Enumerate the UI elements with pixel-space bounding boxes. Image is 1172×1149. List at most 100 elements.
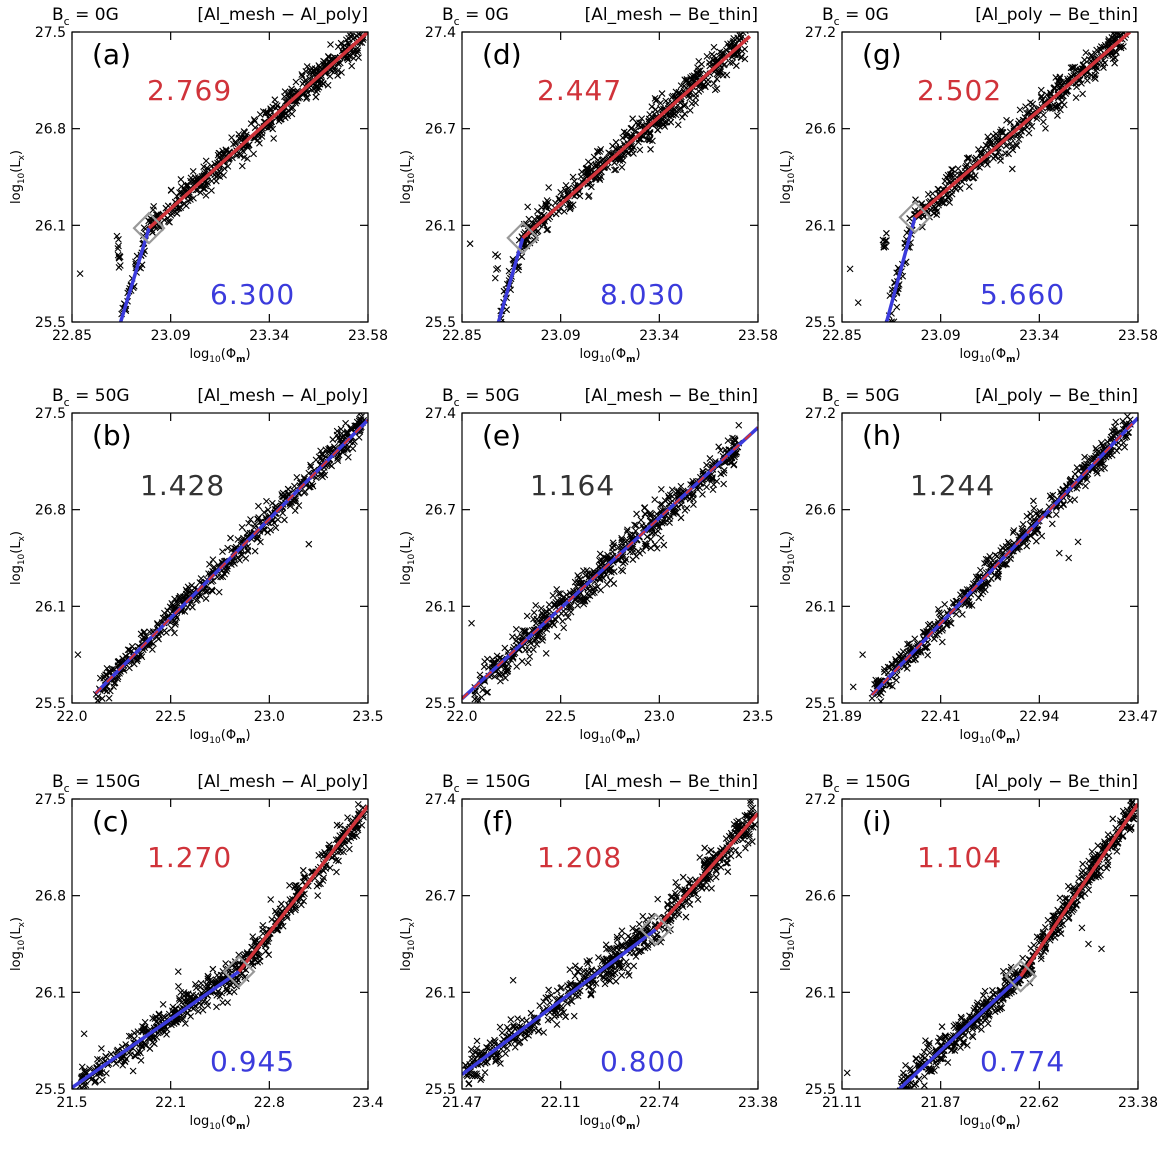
point-e-361 [651, 496, 659, 504]
point-b-521 [338, 433, 346, 441]
point-h-492 [1092, 444, 1100, 452]
point-c-573 [299, 878, 307, 886]
ytick-label-h-0: 25.5 [805, 696, 836, 712]
point-a-465 [235, 134, 243, 142]
point-e-565 [557, 590, 564, 597]
point-f-528 [717, 863, 725, 871]
point-f-49 [535, 1027, 542, 1035]
point-f-199 [618, 927, 626, 935]
point-c-455 [276, 905, 284, 913]
point-f-372 [672, 879, 680, 886]
point-f-164 [557, 1002, 565, 1010]
point-g-370 [954, 165, 962, 173]
point-i-39 [920, 1082, 928, 1089]
point-b-545 [270, 519, 278, 527]
point-c-466 [121, 1057, 128, 1065]
point-a-261 [113, 232, 121, 240]
point-b-528 [236, 556, 244, 564]
xtick-label-f-2: 22.74 [639, 1095, 679, 1111]
point-e-390 [543, 626, 551, 633]
point-d-437 [711, 86, 719, 94]
point-f-486 [503, 1044, 511, 1052]
point-f-379 [473, 1045, 481, 1052]
point-e-543 [708, 474, 716, 482]
point-g-166 [1027, 99, 1034, 106]
point-h-456 [982, 555, 990, 563]
point-d-282 [618, 163, 626, 171]
point-g-42 [918, 223, 926, 231]
point-h-489 [1093, 469, 1101, 477]
point-b-448 [342, 419, 349, 427]
point-f-189 [654, 895, 662, 903]
point-e-540 [646, 512, 654, 520]
point-f-581 [661, 926, 669, 933]
point-c-485 [319, 877, 327, 884]
point-e-159 [476, 671, 484, 679]
point-d-447 [596, 176, 604, 183]
point-b-363 [238, 551, 246, 559]
point-d-451 [686, 94, 694, 102]
point-a-520 [76, 270, 84, 278]
point-c-214 [118, 1043, 126, 1051]
point-a-490 [115, 242, 122, 250]
ytick-label-g-3: 27.2 [805, 25, 836, 41]
point-e-556 [499, 670, 507, 678]
point-e-279 [596, 556, 603, 564]
point-g-187 [1015, 135, 1023, 143]
point-f-579 [732, 846, 740, 854]
point-e-563 [720, 469, 728, 477]
point-f-115 [548, 991, 555, 999]
point-a-339 [247, 120, 255, 127]
point-c-507 [253, 937, 261, 945]
point-g-281 [963, 154, 971, 162]
ytick-label-c-0: 25.5 [35, 1082, 66, 1098]
point-h-472 [924, 621, 932, 629]
ytick-label-d-1: 26.1 [425, 218, 456, 234]
point-h-478 [959, 588, 967, 596]
point-e-91 [651, 541, 659, 548]
point-h-82 [1052, 511, 1060, 518]
point-f-617 [704, 876, 712, 883]
point-f-590 [749, 823, 757, 831]
point-f-482 [462, 1061, 469, 1069]
point-f-494 [492, 1057, 500, 1065]
point-e-537 [572, 583, 580, 590]
point-c-343 [199, 1006, 207, 1014]
point-f-610 [712, 873, 720, 881]
point-f-288 [664, 900, 671, 908]
point-f-390 [696, 854, 704, 861]
point-i-177 [1119, 807, 1127, 815]
xtick-label-c-0: 21.5 [56, 1095, 87, 1111]
point-f-430 [671, 889, 679, 897]
point-b-534 [140, 629, 148, 637]
point-e-250 [493, 652, 501, 660]
point-a-398 [334, 72, 342, 79]
point-b-457 [243, 529, 251, 537]
point-e-558 [731, 453, 738, 461]
point-e-255 [562, 610, 570, 617]
point-c-325 [233, 979, 241, 986]
point-c-467 [213, 1003, 220, 1011]
point-b-511 [343, 428, 351, 436]
point-f-605 [651, 934, 659, 942]
point-f-505 [624, 962, 632, 970]
point-f-69 [514, 1015, 521, 1022]
point-a-508 [342, 36, 350, 44]
point-f-394 [560, 1008, 568, 1016]
point-e-523 [690, 501, 697, 509]
point-c-565 [141, 1025, 149, 1033]
point-g-400 [965, 183, 973, 190]
point-d-548 [606, 150, 614, 157]
point-g-436 [906, 215, 914, 222]
point-c-265 [248, 943, 255, 951]
point-a-298 [336, 59, 344, 67]
point-f-563 [580, 972, 588, 980]
point-d-525 [582, 165, 590, 173]
point-g-289 [977, 150, 985, 158]
point-e-529 [735, 421, 743, 429]
xtick-label-e-0: 22.0 [446, 709, 477, 725]
point-d-360 [723, 71, 731, 79]
point-f-620 [701, 844, 709, 852]
point-f-523 [516, 1038, 524, 1046]
point-h-494 [905, 640, 913, 648]
